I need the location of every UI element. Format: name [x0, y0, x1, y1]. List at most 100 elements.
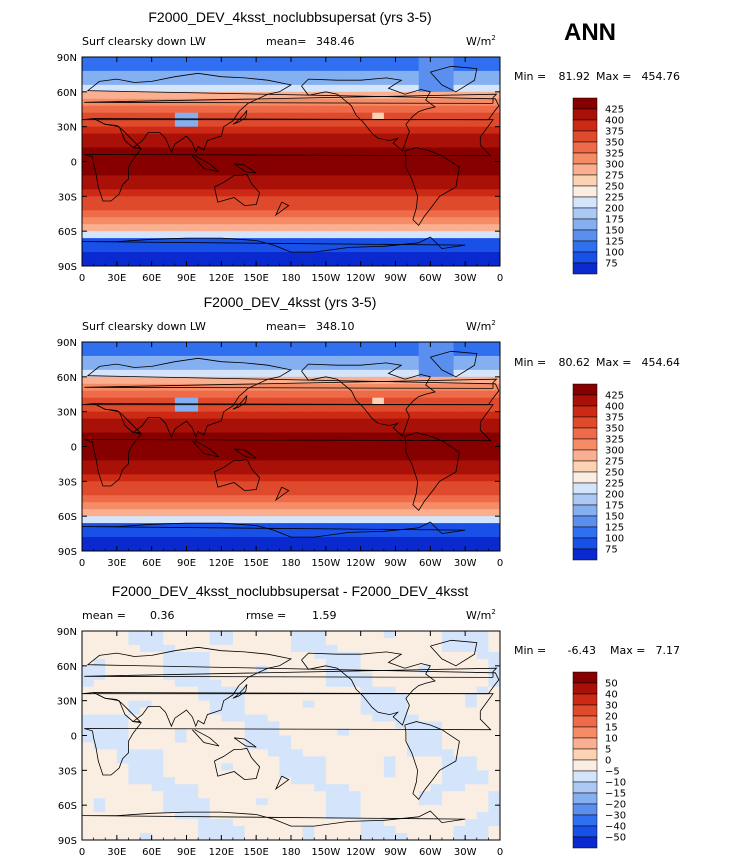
colorbar-label: 400	[605, 116, 624, 127]
field-cell	[349, 679, 362, 688]
field-cell	[360, 686, 373, 695]
field-cell	[418, 112, 431, 121]
field-cell	[325, 355, 339, 364]
field-cell	[337, 770, 350, 778]
field-cell	[256, 770, 269, 778]
field-cell	[105, 516, 118, 524]
field-cell	[93, 57, 106, 65]
field-cell	[395, 651, 408, 660]
field-cell	[221, 397, 234, 406]
field-cell	[465, 686, 478, 695]
field-cell	[349, 763, 362, 771]
field-cell	[372, 57, 385, 65]
field-cell	[395, 154, 408, 163]
field-cell	[441, 784, 455, 792]
field-cell	[151, 651, 164, 660]
field-cell	[383, 196, 397, 204]
field-cell	[198, 446, 211, 455]
field-cell	[163, 70, 176, 79]
field-cell	[244, 112, 257, 121]
field-cell	[198, 679, 211, 688]
field-cell	[279, 537, 292, 545]
field-cell	[232, 411, 246, 420]
field-cell	[267, 502, 280, 510]
field-cell	[93, 70, 106, 79]
field-cell	[174, 390, 188, 399]
field-cell	[453, 189, 466, 197]
field-cell	[407, 342, 420, 350]
field-cell	[209, 119, 222, 128]
field-cell	[337, 196, 350, 204]
field-cell	[383, 742, 397, 751]
field-cell	[430, 119, 443, 128]
field-cell	[395, 474, 408, 482]
field-cell	[93, 460, 106, 468]
field-cell	[232, 819, 246, 827]
field-cell	[232, 362, 246, 371]
field-cell	[232, 112, 246, 121]
field-cell	[430, 756, 443, 764]
field-cell	[151, 342, 164, 350]
field-cell	[418, 707, 431, 716]
field-cell	[360, 252, 373, 260]
field-cell	[163, 819, 176, 827]
field-cell	[337, 411, 350, 420]
field-cell	[140, 481, 153, 489]
field-cell	[407, 707, 420, 716]
field-cell	[174, 707, 188, 716]
field-cell	[93, 721, 106, 730]
field-cell	[232, 259, 246, 266]
field-cell	[163, 362, 176, 371]
field-cell	[198, 474, 211, 482]
field-cell	[140, 686, 153, 695]
field-cell	[314, 530, 327, 538]
field-cell	[372, 467, 385, 475]
field-cell	[302, 245, 315, 253]
field-cell	[407, 502, 420, 510]
field-cell	[465, 439, 478, 448]
field-cell	[325, 460, 339, 468]
field-cell	[337, 210, 350, 218]
field-cell	[383, 446, 397, 455]
field-cell	[279, 390, 292, 399]
field-cell	[163, 700, 176, 709]
field-cell	[116, 105, 130, 114]
field-cell	[267, 707, 280, 716]
panel-2-axes: 0 30E 60E 90E 120E 150E 180 150W 120W 90W 60W 30W 09…	[57, 338, 503, 569]
field-cell	[418, 735, 431, 744]
field-cell	[372, 714, 385, 723]
field-cell	[140, 637, 153, 646]
field-cell	[407, 446, 420, 455]
field-cell	[291, 474, 304, 482]
field-cell	[128, 376, 141, 385]
field-cell	[407, 509, 420, 517]
field-cell	[209, 439, 222, 448]
field-cell	[291, 707, 304, 716]
field-cell	[383, 259, 397, 266]
field-cell	[488, 224, 500, 232]
field-cell	[128, 651, 141, 660]
field-cell	[349, 502, 362, 510]
field-cell	[128, 91, 141, 100]
field-cell	[244, 91, 257, 100]
field-cell	[82, 175, 95, 183]
field-cell	[360, 224, 373, 232]
field-cell	[256, 777, 269, 785]
field-cell	[360, 133, 373, 142]
field-cell	[232, 140, 246, 149]
field-cell	[325, 196, 339, 204]
field-cell	[198, 544, 211, 551]
field-cell	[476, 446, 489, 455]
field-cell	[244, 210, 257, 218]
field-cell	[256, 481, 269, 489]
field-cell	[418, 763, 431, 771]
field-cell	[116, 259, 130, 266]
field-cell	[360, 119, 373, 128]
field-cell	[128, 154, 141, 163]
field-cell	[198, 756, 211, 764]
field-cell	[372, 77, 385, 86]
field-cell	[221, 119, 234, 128]
field-cell	[465, 658, 478, 667]
colorbar-label: 15	[605, 723, 618, 734]
field-cell	[140, 168, 153, 177]
